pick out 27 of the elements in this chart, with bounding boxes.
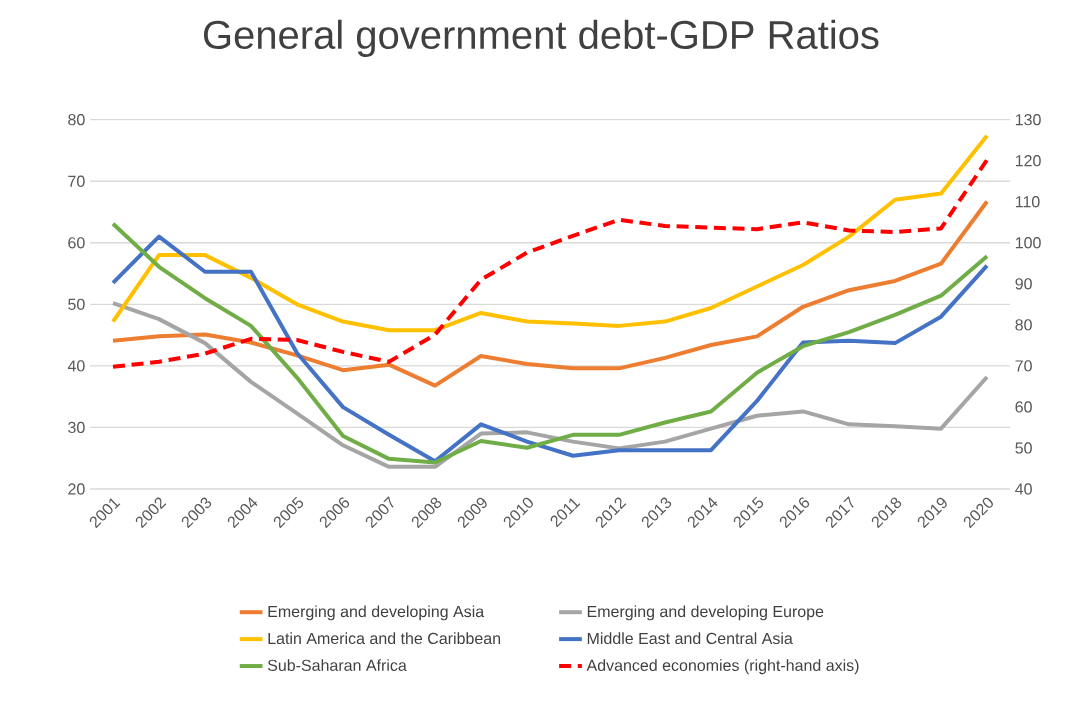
- chart-title: General government debt-GDP Ratios: [203, 19, 879, 57]
- legend-label: Sub-Saharan Africa: [267, 659, 407, 671]
- y2-tick-label: 50: [1015, 442, 1032, 454]
- line-series: [111, 199, 990, 388]
- y2-tick-label: 100: [1015, 237, 1041, 249]
- legend-label: Advanced economies (right-hand axis): [586, 659, 859, 675]
- y-tick-label: 50: [68, 298, 85, 310]
- legend-label: Emerging and developing Europe: [587, 605, 824, 621]
- y-tick-label: 30: [68, 421, 85, 434]
- y2-tick-label: 70: [1015, 360, 1032, 372]
- y-tick-label: 20: [68, 483, 85, 495]
- y2-tick-label: 110: [1015, 196, 1040, 208]
- y-tick-label: 70: [68, 175, 85, 187]
- y2-tick-label: 120: [1015, 155, 1041, 167]
- y2-tick-label: 40: [1015, 483, 1032, 495]
- legend-label: Middle East and Central Asia: [587, 632, 793, 645]
- legend-label: Emerging and developing Asia: [268, 605, 485, 621]
- y2-tick-label: 90: [1015, 278, 1032, 290]
- legend-label: Latin America and the Caribbean: [268, 632, 501, 645]
- line-series: [111, 133, 990, 333]
- y2-tick-label: 60: [1015, 401, 1032, 413]
- y-tick-label: 60: [68, 237, 85, 249]
- y-tick-label: 40: [67, 360, 85, 372]
- y2-tick-label: 130: [1015, 114, 1041, 126]
- y2-tick-label: 80: [1015, 319, 1032, 331]
- line-series: [111, 301, 990, 469]
- y-tick-label: 80: [68, 114, 85, 126]
